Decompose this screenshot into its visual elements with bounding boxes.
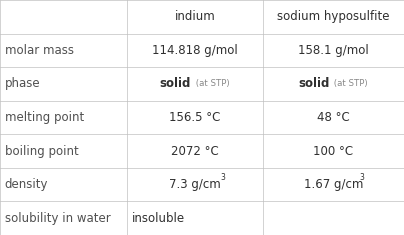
Text: density: density — [5, 178, 48, 191]
Text: 100 °C: 100 °C — [313, 145, 354, 158]
Text: melting point: melting point — [5, 111, 84, 124]
Text: solid: solid — [298, 77, 329, 90]
Text: solid: solid — [160, 77, 191, 90]
Text: phase: phase — [5, 77, 40, 90]
Text: 3: 3 — [221, 173, 226, 182]
Text: 7.3 g/cm: 7.3 g/cm — [169, 178, 221, 191]
Text: boiling point: boiling point — [5, 145, 79, 158]
Text: solubility in water: solubility in water — [5, 212, 111, 225]
Text: (at STP): (at STP) — [193, 79, 229, 88]
Text: 2072 °C: 2072 °C — [171, 145, 219, 158]
Text: (at STP): (at STP) — [331, 79, 368, 88]
Text: sodium hyposulfite: sodium hyposulfite — [277, 10, 389, 23]
Text: insoluble: insoluble — [132, 212, 185, 225]
Text: 3: 3 — [359, 173, 364, 182]
Text: indium: indium — [175, 10, 215, 23]
Text: 156.5 °C: 156.5 °C — [169, 111, 221, 124]
Text: 48 °C: 48 °C — [317, 111, 350, 124]
Text: 1.67 g/cm: 1.67 g/cm — [304, 178, 363, 191]
Text: 114.818 g/mol: 114.818 g/mol — [152, 44, 238, 57]
Text: molar mass: molar mass — [5, 44, 74, 57]
Text: 158.1 g/mol: 158.1 g/mol — [298, 44, 369, 57]
